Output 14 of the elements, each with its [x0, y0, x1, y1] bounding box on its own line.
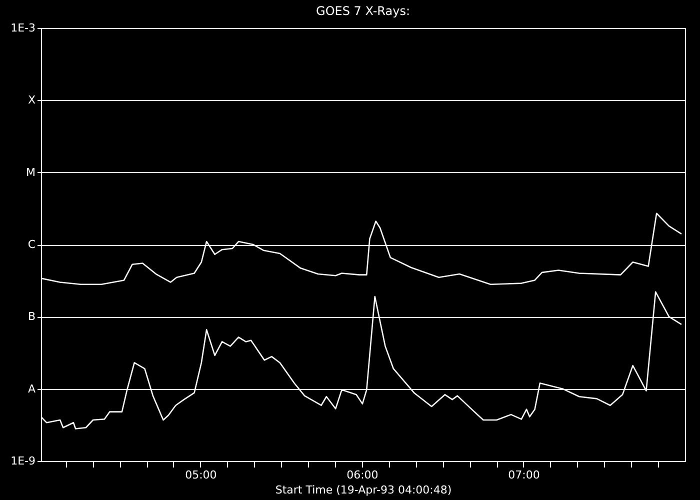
chart-title: GOES 7 X-Rays: [316, 4, 410, 18]
y-tick-label: 1E-3 [10, 22, 36, 34]
x-tick-label: 07:00 [508, 468, 540, 482]
y-tick-label: 1E-9 [10, 454, 36, 468]
line-series [41, 291, 682, 430]
y-tick-label: C [28, 238, 36, 251]
y-tick-label: B [28, 310, 36, 324]
y-tick-label: M [26, 166, 36, 179]
x-axis-title: Start Time (19-Apr-93 04:00:48) [275, 484, 452, 496]
line-series [41, 212, 682, 286]
x-tick-label: 06:00 [346, 468, 378, 482]
y-tick-label: X [28, 94, 36, 107]
y-tick-label: A [28, 382, 36, 396]
x-tick-label: 05:00 [185, 468, 217, 482]
